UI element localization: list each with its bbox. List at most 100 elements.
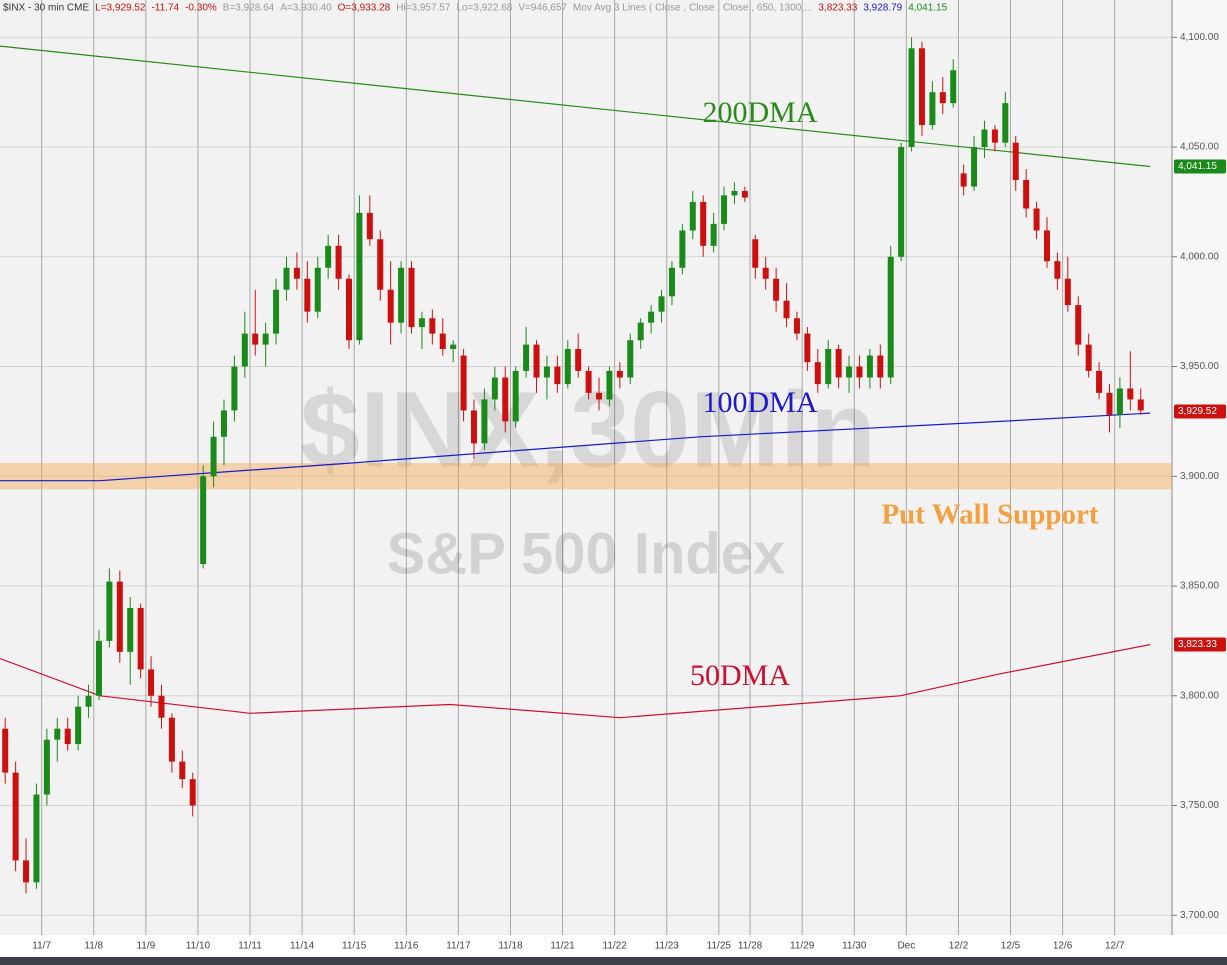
candle-body xyxy=(981,129,988,148)
candle-body xyxy=(231,366,238,411)
candle-body xyxy=(866,355,873,378)
candle-body xyxy=(856,366,863,378)
candle-body xyxy=(1043,230,1050,262)
y-tick-label: 4,100.00 xyxy=(1180,32,1219,43)
candle-body xyxy=(106,581,113,641)
candle-body xyxy=(606,370,613,400)
candle-body xyxy=(43,739,50,795)
last-value-label: 4,041.15 xyxy=(1178,161,1217,172)
candle-body xyxy=(85,695,92,707)
candle-body xyxy=(418,318,425,328)
candle-body xyxy=(825,348,832,385)
candle-body xyxy=(273,289,280,334)
candle-body xyxy=(918,48,925,126)
candle-body xyxy=(689,201,696,231)
candle-body xyxy=(710,223,717,246)
candle-body xyxy=(1096,370,1103,393)
candle-body xyxy=(148,669,155,696)
candle-body xyxy=(12,772,19,861)
candle-body xyxy=(168,717,175,762)
x-tick-label: 12/2 xyxy=(949,941,969,952)
candle-body xyxy=(325,245,332,268)
candle-body xyxy=(960,173,967,187)
x-tick-label: 11/10 xyxy=(186,941,211,952)
ma-label: 50DMA xyxy=(690,659,790,692)
candle-body xyxy=(908,48,915,148)
ma-line xyxy=(0,644,1151,719)
x-tick-label: 11/22 xyxy=(603,941,628,952)
last-value-badge xyxy=(1174,637,1226,652)
last-value-badge xyxy=(1174,159,1226,174)
candle-body xyxy=(439,333,446,349)
header-item: L=3,929.52 xyxy=(95,3,146,14)
header-item: B=3,928.64 xyxy=(223,3,275,14)
bottom-bar xyxy=(0,957,1227,965)
y-tick-label: 4,050.00 xyxy=(1180,142,1219,153)
candle-body xyxy=(752,239,759,268)
header-item: Mov Avg 3 Lines ( Close , Close , Close … xyxy=(573,3,812,14)
candle-body xyxy=(877,355,884,378)
candle-body xyxy=(116,581,123,652)
candle-body xyxy=(283,267,290,290)
header-item: A=3,930.40 xyxy=(280,3,332,14)
candle-body xyxy=(356,212,363,341)
candle-body xyxy=(491,377,498,400)
candle-body xyxy=(293,267,300,279)
candle-body xyxy=(2,728,9,773)
candle-body xyxy=(1023,179,1030,209)
candle-body xyxy=(335,245,342,279)
x-tick-label: 12/6 xyxy=(1053,941,1073,952)
header-item: $INX - 30 min CME xyxy=(3,3,89,14)
candle-body xyxy=(533,344,540,378)
candle-body xyxy=(408,267,415,328)
x-tick-label: 11/18 xyxy=(498,941,523,952)
candle-body xyxy=(596,392,603,400)
x-tick-label: 11/14 xyxy=(290,941,315,952)
candle-body xyxy=(648,311,655,323)
candle-body xyxy=(345,278,352,341)
candle-body xyxy=(450,344,457,349)
candle-body xyxy=(793,318,800,334)
x-tick-label: 11/29 xyxy=(790,941,815,952)
x-tick-label: 11/15 xyxy=(342,941,367,952)
candle-body xyxy=(137,607,144,670)
candle-body xyxy=(189,779,196,806)
candle-body xyxy=(1054,261,1061,279)
header-item: Hi=3,957.57 xyxy=(396,3,451,14)
y-tick-label: 3,850.00 xyxy=(1180,581,1219,592)
header-item: -0.30% xyxy=(185,3,217,14)
x-tick-label: 11/16 xyxy=(394,941,419,952)
candle-body xyxy=(262,333,269,345)
candle-body xyxy=(627,340,634,378)
header-item: O=3,933.28 xyxy=(338,3,391,14)
y-tick-label: 3,800.00 xyxy=(1180,690,1219,701)
x-tick-label: 11/28 xyxy=(738,941,763,952)
x-tick-label: 11/11 xyxy=(238,941,262,952)
ma-line xyxy=(0,412,1151,482)
last-value-badge xyxy=(1174,404,1226,419)
axis-background xyxy=(1172,0,1227,935)
candle-body xyxy=(54,728,61,740)
candle-body xyxy=(481,399,488,444)
candle-body xyxy=(1002,103,1009,143)
y-tick-label: 3,700.00 xyxy=(1180,910,1219,921)
candle-body xyxy=(241,333,248,367)
x-tick-label: 11/8 xyxy=(84,941,103,952)
candle-body xyxy=(220,410,227,437)
x-tick-label: 11/30 xyxy=(842,941,867,952)
candle-body xyxy=(939,92,946,104)
candle-body xyxy=(398,267,405,323)
x-tick-label: 12/5 xyxy=(1001,941,1021,952)
y-tick-label: 3,900.00 xyxy=(1180,471,1219,482)
header-item: -11.74 xyxy=(151,3,179,14)
x-tick-label: 11/23 xyxy=(655,941,680,952)
put-wall-band xyxy=(0,463,1172,490)
candle-body xyxy=(700,201,707,246)
candle-body xyxy=(575,348,582,371)
candle-body xyxy=(762,267,769,279)
candle-body xyxy=(846,366,853,378)
candle-body xyxy=(971,147,978,187)
candle-body xyxy=(564,348,571,385)
candle-body xyxy=(314,267,321,312)
